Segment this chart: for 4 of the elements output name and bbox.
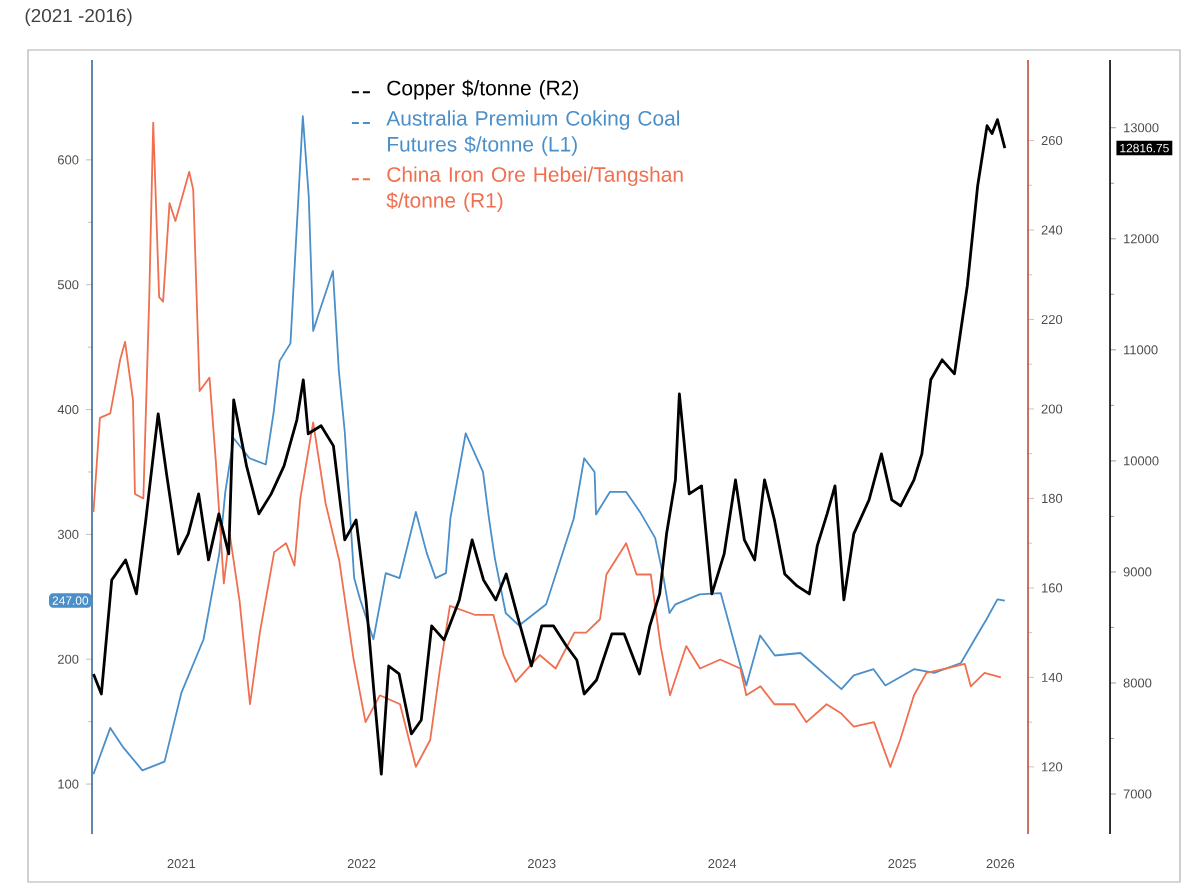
legend-label: Australia Premium Coking Coal Futures $/tonne (L1) [386, 110, 680, 156]
legend-label: China Iron Ore Hebei/Tangshan $/tonne (R1) [386, 166, 683, 212]
chart-title: (2021 -2016) [25, 8, 132, 27]
legend-label: Copper $/tonne (R2) [387, 79, 578, 100]
